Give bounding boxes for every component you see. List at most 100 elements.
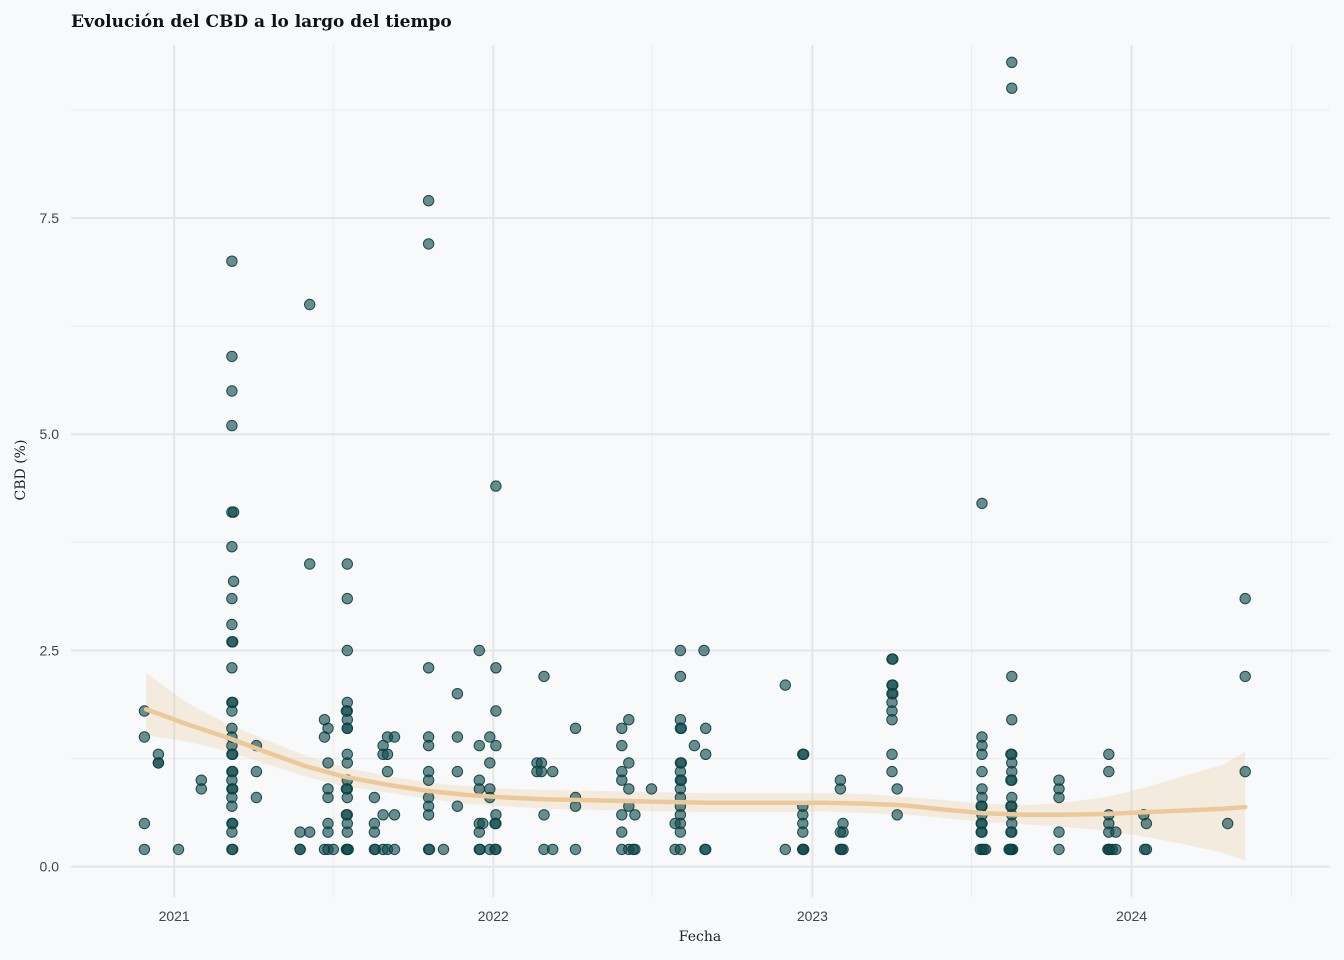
data-point xyxy=(422,195,435,207)
y-axis-ticks: 0.0 2.5 5.0 7.5 xyxy=(40,210,60,875)
data-point xyxy=(1006,82,1018,94)
data-point xyxy=(797,826,809,838)
data-point xyxy=(304,826,316,838)
data-point xyxy=(627,843,639,856)
data-point xyxy=(451,800,464,812)
chart-title: Evolución del CBD a lo largo del tiempo xyxy=(71,12,452,32)
data-point xyxy=(1140,817,1153,830)
data-point xyxy=(976,748,988,760)
data-point xyxy=(688,739,701,752)
data-point xyxy=(547,843,559,856)
data-point xyxy=(1222,817,1234,830)
x-tick-label: 2021 xyxy=(159,908,190,924)
data-point xyxy=(423,843,436,856)
data-point xyxy=(451,688,464,700)
data-point xyxy=(250,791,263,804)
data-point xyxy=(1003,843,1015,856)
data-point xyxy=(1239,765,1251,778)
data-point xyxy=(674,826,687,838)
data-point xyxy=(341,722,353,734)
data-point xyxy=(535,765,548,778)
data-point xyxy=(616,809,628,821)
data-point xyxy=(569,843,582,856)
data-point xyxy=(623,714,635,726)
data-point xyxy=(422,739,435,752)
data-point xyxy=(227,575,240,587)
data-point xyxy=(226,255,238,267)
data-point xyxy=(172,843,185,856)
data-point xyxy=(623,783,635,795)
data-points xyxy=(138,56,1251,856)
data-point xyxy=(422,238,435,250)
data-point xyxy=(422,809,435,821)
data-point xyxy=(342,843,354,856)
data-point xyxy=(886,714,898,726)
data-point xyxy=(484,757,496,769)
data-point xyxy=(616,826,628,838)
data-point xyxy=(226,541,238,553)
data-point xyxy=(797,843,809,856)
data-point xyxy=(1005,826,1017,838)
x-axis-ticks: 2021 2022 2023 2024 xyxy=(159,908,1148,924)
data-point xyxy=(976,765,988,778)
data-point xyxy=(886,765,898,778)
data-point xyxy=(1110,843,1122,856)
data-point xyxy=(1006,714,1018,726)
data-point xyxy=(226,705,238,717)
data-point xyxy=(381,748,394,760)
data-point xyxy=(837,826,849,838)
data-point xyxy=(226,826,238,838)
data-point xyxy=(341,592,353,605)
x-tick-label: 2024 xyxy=(1116,908,1147,924)
data-point xyxy=(674,843,687,856)
data-point xyxy=(477,817,489,830)
x-tick-label: 2022 xyxy=(478,908,509,924)
data-point xyxy=(835,843,847,856)
data-point xyxy=(451,731,464,743)
data-point xyxy=(547,765,559,778)
y-tick-label: 7.5 xyxy=(40,210,60,226)
data-point xyxy=(322,826,334,838)
data-point xyxy=(195,783,208,795)
data-point xyxy=(322,791,334,804)
y-tick-label: 2.5 xyxy=(40,642,60,658)
data-point xyxy=(675,774,687,786)
data-point xyxy=(700,748,712,760)
data-point xyxy=(473,739,485,752)
data-point xyxy=(294,843,306,856)
data-point xyxy=(616,722,628,734)
data-point xyxy=(675,722,687,734)
data-point xyxy=(152,757,165,769)
data-point xyxy=(700,843,712,856)
data-point xyxy=(538,670,550,683)
data-point xyxy=(1103,748,1115,760)
data-point xyxy=(1239,670,1251,683)
data-point xyxy=(437,843,450,856)
data-point xyxy=(1006,56,1018,68)
y-tick-label: 5.0 xyxy=(40,426,60,442)
data-point xyxy=(700,722,712,734)
data-point xyxy=(1006,670,1018,683)
data-point xyxy=(138,843,151,856)
data-point xyxy=(886,748,898,760)
data-point xyxy=(327,843,339,856)
data-point xyxy=(341,558,353,570)
data-point xyxy=(474,843,486,856)
data-point xyxy=(489,817,501,830)
data-point xyxy=(226,748,238,760)
data-point xyxy=(226,419,238,432)
data-point xyxy=(891,783,903,795)
data-point xyxy=(976,497,988,510)
data-point xyxy=(226,662,238,674)
data-point xyxy=(226,350,238,363)
data-point xyxy=(138,817,151,830)
data-point xyxy=(538,809,550,821)
data-point xyxy=(422,662,435,674)
x-axis-title: Fecha xyxy=(679,929,721,945)
data-point xyxy=(451,765,464,778)
data-point xyxy=(490,480,502,492)
data-point xyxy=(1140,843,1153,856)
y-axis-title: CBD (%) xyxy=(13,440,29,501)
data-point xyxy=(1053,791,1065,804)
